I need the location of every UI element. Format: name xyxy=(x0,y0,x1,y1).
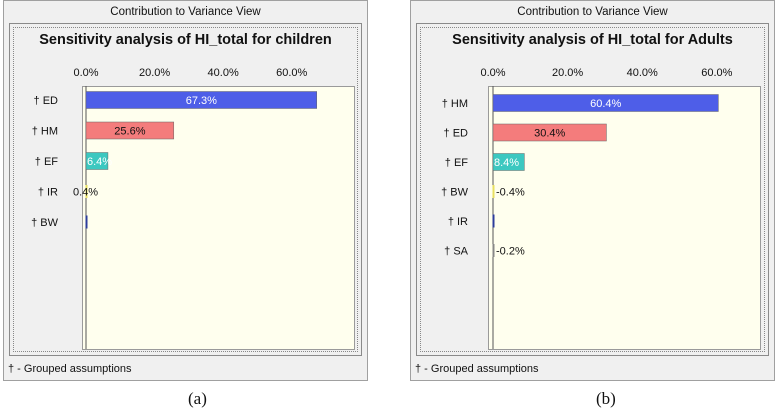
bar xyxy=(492,214,495,228)
x-tick-label: 20.0% xyxy=(552,67,583,79)
data-label: 30.4% xyxy=(534,128,565,140)
x-tick-label: 0.0% xyxy=(73,67,98,79)
data-label: 8.4% xyxy=(494,157,519,169)
x-tick-label: 60.0% xyxy=(701,67,732,79)
x-tick-label: 20.0% xyxy=(139,67,170,79)
category-label: † ED xyxy=(444,128,469,140)
x-tick-label: 40.0% xyxy=(208,67,239,79)
window-title: Contribution to Variance View xyxy=(517,6,668,18)
category-label: † SA xyxy=(444,246,469,258)
bar xyxy=(85,91,317,109)
chart-frame: Sensitivity analysis of HI_total for Adu… xyxy=(416,23,769,356)
data-label: -0.2% xyxy=(496,246,525,258)
chart-title: Sensitivity analysis of HI_total for Adu… xyxy=(452,32,733,48)
category-label: † HM xyxy=(32,126,58,138)
chart-title: Sensitivity analysis of HI_total for chi… xyxy=(39,32,332,48)
window-title: Contribution to Variance View xyxy=(110,6,261,18)
bar-chart-adults: 0.0% 20.0% 40.0% 60.0% † HM 60.4% † ED 30.4% † E… xyxy=(441,67,733,349)
bar xyxy=(492,244,495,257)
bar-chart-children: 0.0% 20.0% 40.0% 60.0% † ED 67.3% † HM 25.6% † E… xyxy=(31,67,317,349)
footer-note: † - Grouped assumptions xyxy=(8,363,132,375)
data-label: 67.3% xyxy=(186,95,217,107)
category-label: † IR xyxy=(448,216,468,228)
panel-a: Contribution to Variance View Sensitivit… xyxy=(3,0,368,381)
panel-b: Contribution to Variance View Sensitivit… xyxy=(410,0,775,381)
data-label: 25.6% xyxy=(114,126,145,138)
bar xyxy=(85,215,88,229)
category-label: † EF xyxy=(445,157,469,169)
x-tick-label: 60.0% xyxy=(276,67,307,79)
caption-a: (a) xyxy=(188,389,207,408)
category-label: † BW xyxy=(31,217,59,229)
x-tick-label: 0.0% xyxy=(480,67,505,79)
category-label: † IR xyxy=(38,187,58,199)
bar xyxy=(492,123,607,142)
data-label: 6.4% xyxy=(87,156,112,168)
category-label: † HM xyxy=(442,98,468,110)
bar xyxy=(492,94,719,112)
bar xyxy=(85,121,175,140)
data-label: 0.4% xyxy=(73,187,98,199)
chart-frame: Sensitivity analysis of HI_total for chi… xyxy=(9,23,362,356)
category-label: † BW xyxy=(441,187,469,199)
bar xyxy=(492,185,495,198)
caption-b: (b) xyxy=(596,389,616,408)
bar xyxy=(85,152,109,170)
footer-note: † - Grouped assumptions xyxy=(415,363,539,375)
data-label: 60.4% xyxy=(590,98,621,110)
category-label: † ED xyxy=(34,95,59,107)
x-tick-label: 40.0% xyxy=(627,67,658,79)
data-label: -0.4% xyxy=(496,187,525,199)
bar xyxy=(492,153,525,171)
category-label: † EF xyxy=(35,156,59,168)
bar xyxy=(85,185,88,198)
